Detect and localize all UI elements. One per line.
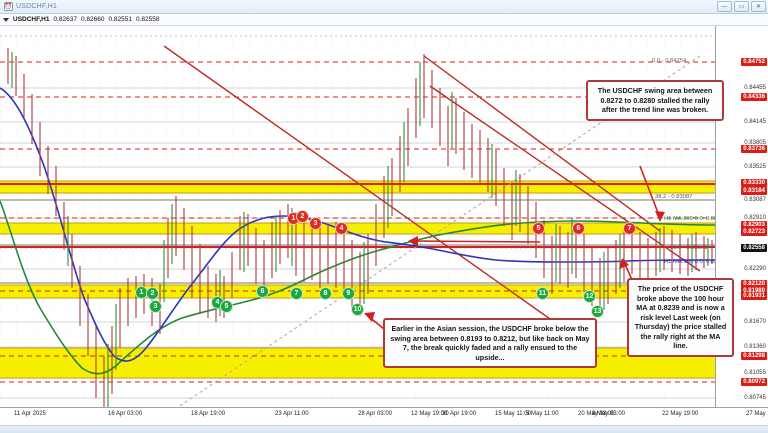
window-titlebar: ⏰ USDCHF,H1 — ▭ ✕	[0, 0, 768, 14]
time-tick: 28 Apr 03:00	[358, 411, 393, 417]
swing-marker-red-6: 6	[572, 222, 585, 235]
fib-382-label: 38.2 - 0.83087	[655, 194, 693, 200]
quote-symbol: USDCHF,H1	[13, 16, 50, 23]
callout-100-hour-ma: The price of the USDCHF broke above the …	[627, 278, 734, 357]
price-level-badge: 0.81298	[741, 352, 767, 360]
price-level-badge: 0.81980	[741, 287, 767, 295]
swing-marker-red-3: 3	[309, 217, 322, 230]
callout-swing-area: The USDCHF swing area between 0.8272 to …	[586, 80, 724, 121]
chevron-down-icon[interactable]	[3, 17, 9, 22]
time-tick: 20 May 03:00	[578, 411, 615, 417]
time-tick: 18 Apr 19:00	[191, 411, 226, 417]
swing-marker-green-6: 6	[256, 285, 269, 298]
price-level-badge: 0.83736	[741, 145, 767, 153]
price-tick: 0.84145	[744, 119, 766, 125]
price-tick: 0.80745	[744, 395, 766, 401]
window-title: USDCHF,H1	[16, 3, 58, 10]
callout-arrows	[364, 165, 665, 343]
price-tick: 0.81670	[744, 319, 766, 325]
time-tick: 23 Apr 11:00	[275, 411, 309, 417]
swing-marker-green-8: 8	[319, 287, 332, 300]
swing-marker-green-12: 12	[583, 290, 596, 303]
price-level-badge: 0.84336	[741, 93, 767, 101]
minimize-button[interactable]: —	[717, 1, 732, 12]
swing-marker-green-10: 10	[351, 303, 364, 316]
time-tick: 16 Apr 03:00	[108, 411, 143, 417]
window-controls[interactable]: — ▭ ✕	[717, 1, 766, 12]
swing-marker-green-3: 3	[149, 300, 162, 313]
price-level-badge: 0.80972	[741, 378, 767, 386]
time-tick: 30 Apr 19:00	[442, 411, 477, 417]
time-tick: 15 May 11:00	[495, 411, 531, 417]
price-tick: 0.81055	[744, 370, 766, 376]
quote-close: 0.82558	[135, 16, 160, 23]
quote-bar: USDCHF,H1 0.82637 0.82660 0.82551 0.8255…	[0, 14, 768, 26]
callout-asian-session: Earlier in the Asian session, the USDCHF…	[383, 318, 597, 368]
swing-marker-red-2: 2	[296, 210, 309, 223]
swing-marker-red-7: 7	[623, 222, 636, 235]
ma200-line	[0, 200, 715, 375]
quote-open: 0.82637	[53, 16, 77, 23]
chart-window-icon: ⏰	[4, 2, 13, 11]
support-zone-lower	[0, 347, 715, 379]
price-tick: 0.82290	[744, 266, 766, 272]
price-level-badge: 0.84752	[741, 58, 767, 66]
fib-level-lines	[0, 61, 715, 383]
fib-500-label: 50.0 - 0.82571	[670, 245, 708, 251]
swing-marker-green-2: 2	[146, 287, 159, 300]
ma100-label: H1 MA:100:0:0: 0.82390	[664, 259, 715, 265]
price-tick: 0.81360	[744, 344, 766, 350]
price-tick: 0.82910	[744, 215, 766, 221]
swing-marker-green-13: 13	[591, 305, 604, 318]
swing-marker-green-7: 7	[290, 287, 303, 300]
price-tick: 0.83805	[744, 140, 766, 146]
status-bar	[0, 425, 768, 433]
time-tick: 5 May 11:00	[526, 411, 559, 417]
ma200-label: H1 MA:200:0:0: 0.82875	[664, 216, 715, 222]
swing-marker-green-9: 9	[342, 287, 355, 300]
trend-lines	[163, 45, 701, 327]
price-level-badge: 0.82903	[741, 221, 767, 229]
time-tick: 27 May 11:00	[746, 411, 768, 417]
close-button[interactable]: ✕	[751, 1, 766, 12]
price-level-badge: 0.82120	[741, 280, 767, 288]
price-level-badge: 0.82558	[741, 244, 767, 252]
time-tick: 22 May 19:00	[662, 411, 699, 417]
swing-marker-green-11: 11	[536, 287, 549, 300]
time-tick: 12 May 19:00	[411, 411, 448, 417]
swing-marker-red-4: 4	[335, 222, 348, 235]
quote-high: 0.82660	[80, 16, 105, 23]
swing-zone-8272-8280	[0, 222, 715, 235]
time-tick: 8 May 03:00	[592, 411, 626, 417]
swing-marker-green-5: 5	[220, 300, 233, 313]
ma100-line	[0, 87, 715, 362]
fib-0-label: 0.0 - 0.84754	[652, 58, 687, 64]
price-level-badge: 0.82723	[741, 228, 767, 236]
price-level-badge: 0.83184	[741, 187, 767, 195]
maximize-button[interactable]: ▭	[734, 1, 749, 12]
quote-low: 0.82551	[108, 16, 132, 23]
price-level-badge: 0.81931	[741, 292, 767, 300]
price-tick: 0.83087	[744, 197, 766, 203]
time-tick: 11 Apr 2025	[14, 411, 46, 417]
price-tick: 0.83525	[744, 164, 766, 170]
price-tick: 0.84455	[744, 85, 766, 91]
swing-marker-red-5: 5	[532, 222, 545, 235]
price-level-badge: 0.83330	[741, 179, 767, 187]
